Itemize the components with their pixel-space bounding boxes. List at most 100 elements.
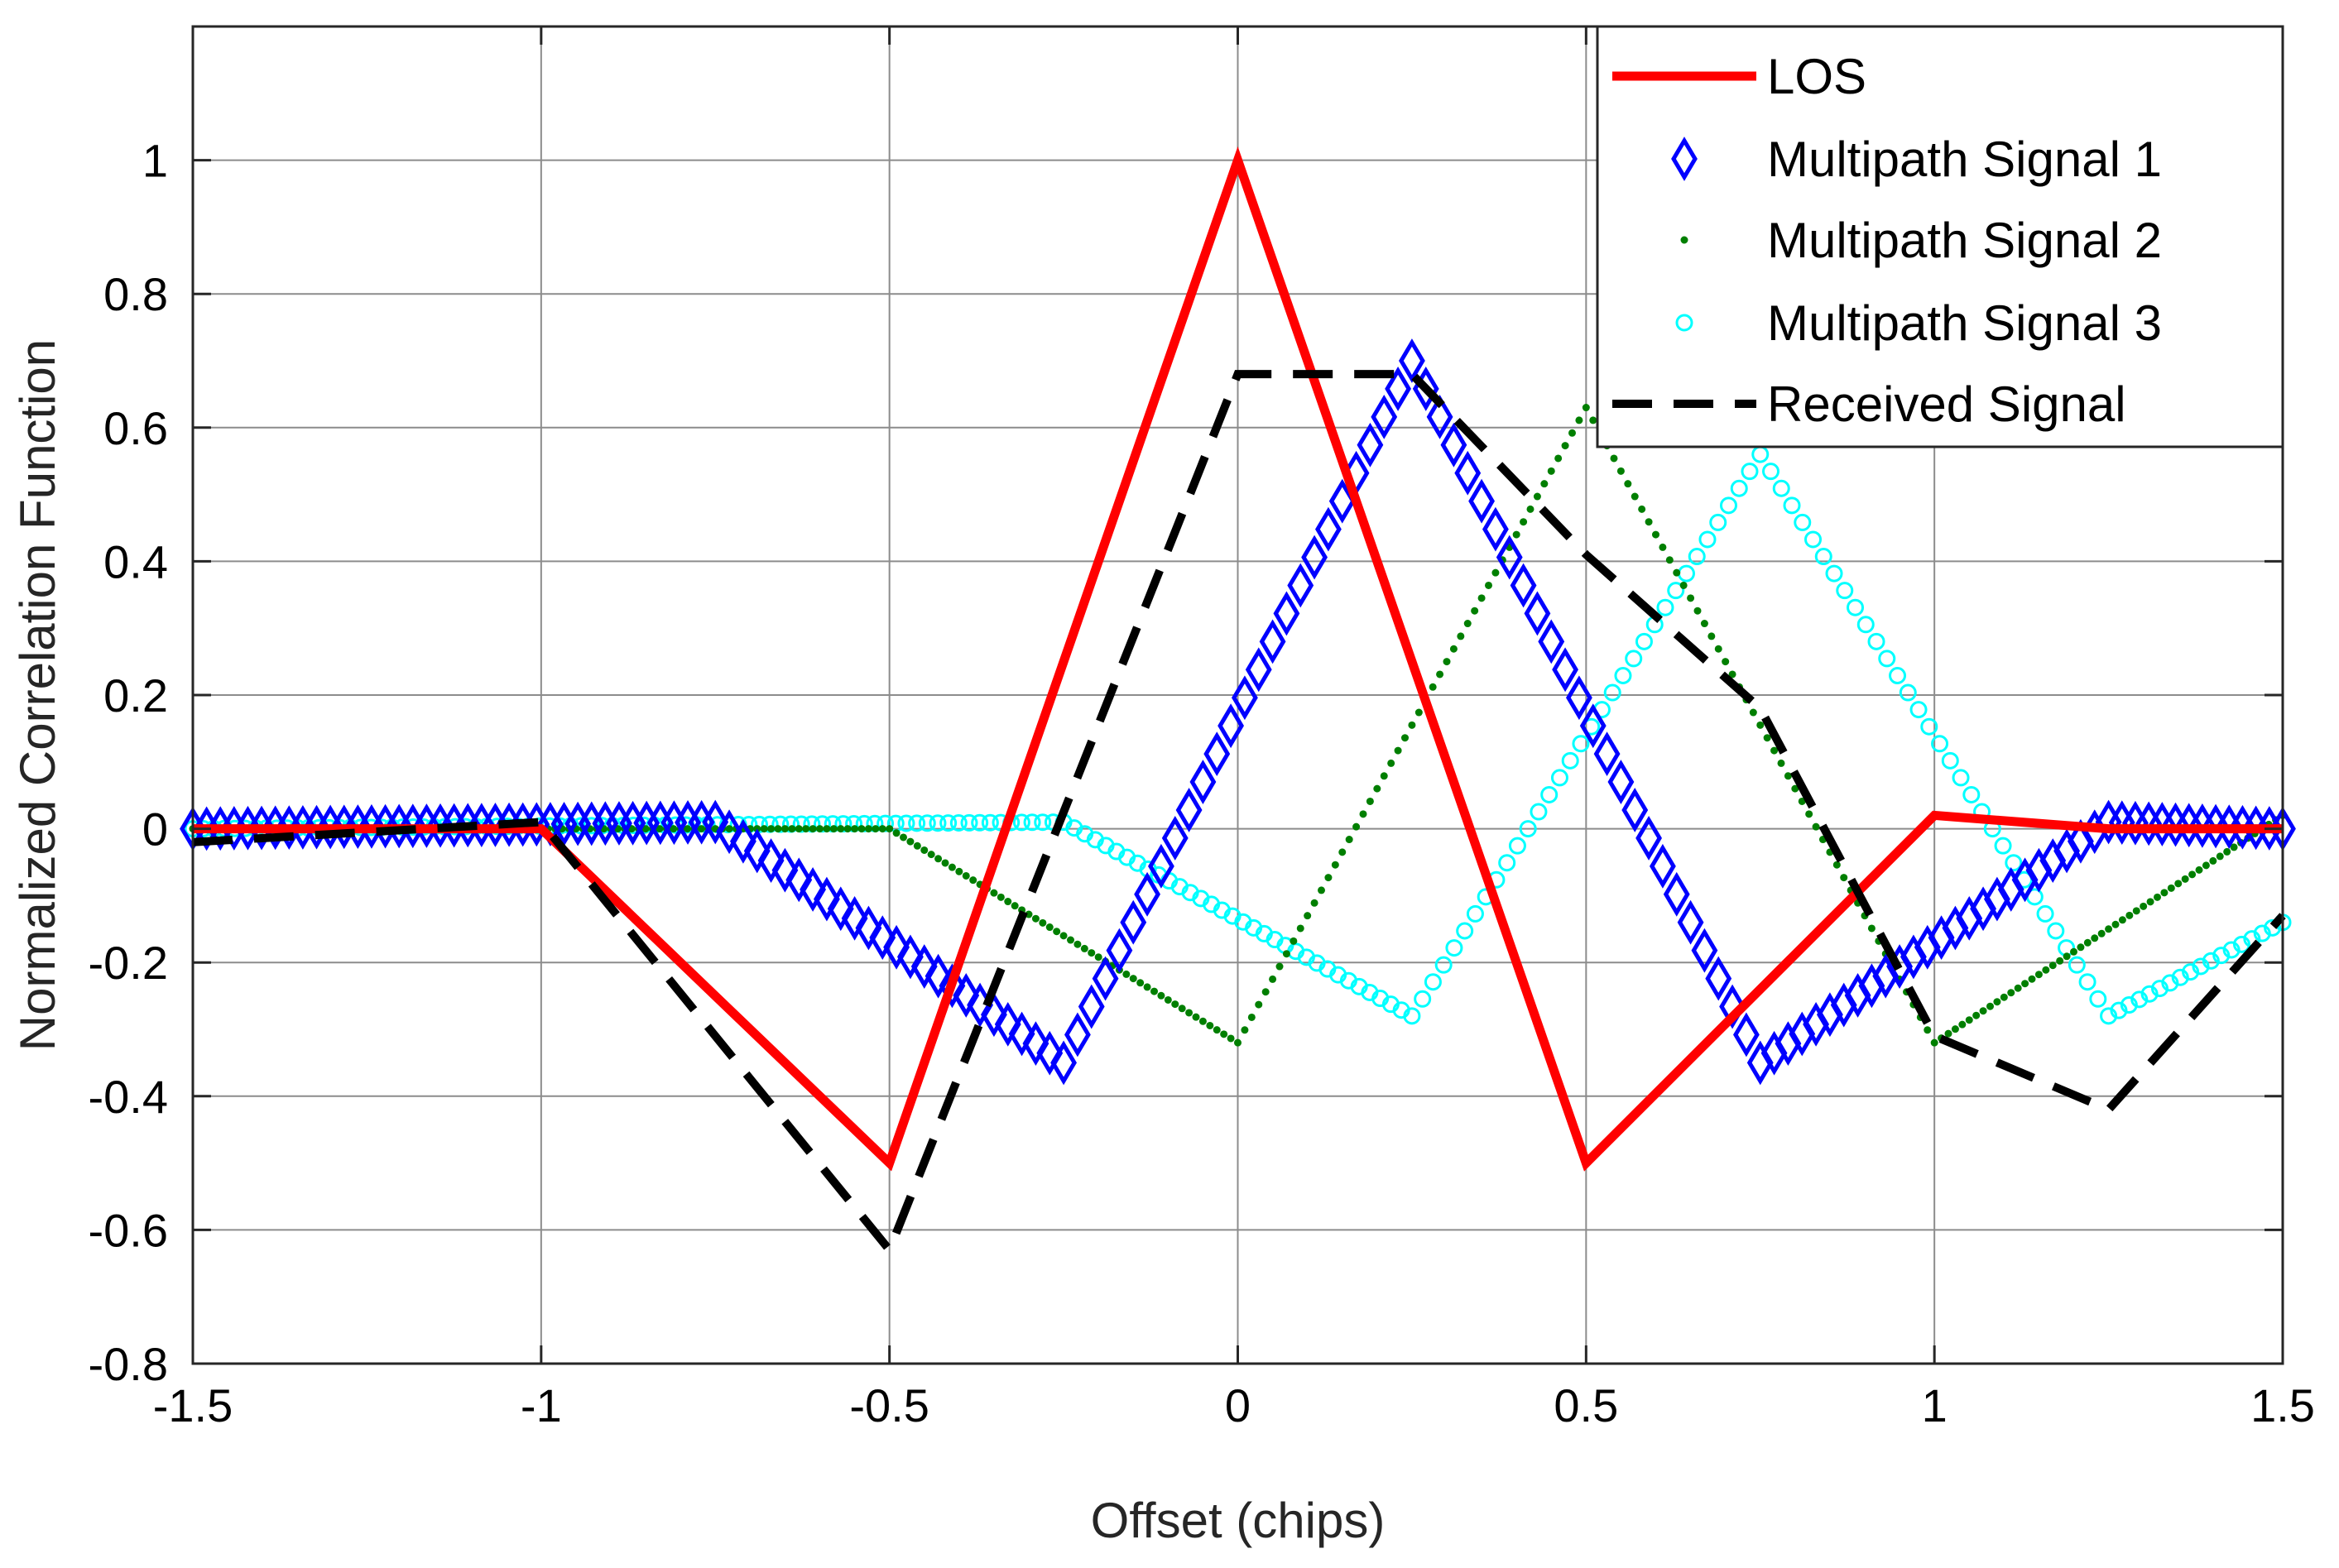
marker-multipath-signal-2 [1338, 848, 1347, 856]
marker-multipath-signal-3 [2120, 996, 2138, 1014]
marker-multipath-signal-3 [2150, 980, 2168, 998]
marker-multipath-signal-1 [925, 953, 952, 999]
marker-multipath-signal-1 [855, 905, 882, 951]
marker-multipath-signal-2 [1004, 898, 1012, 906]
marker-multipath-signal-2 [1171, 1000, 1179, 1009]
series-line-received-signal [192, 370, 2286, 1259]
marker-multipath-signal-2 [2091, 934, 2099, 942]
marker-multipath-signal-3 [1920, 717, 1938, 736]
marker-multipath-signal-3 [1847, 598, 1865, 616]
marker-multipath-signal-3 [1836, 582, 1854, 600]
x-axis-title: Offset (chips) [1091, 1493, 1386, 1548]
marker-multipath-signal-1 [994, 1001, 1021, 1047]
data-point-received-signal [1237, 374, 1238, 375]
marker-multipath-signal-2 [969, 876, 977, 885]
marker-multipath-signal-2 [656, 825, 664, 833]
marker-multipath-signal-2 [1436, 670, 1444, 679]
marker-multipath-signal-3 [2264, 918, 2282, 937]
marker-multipath-signal-1 [771, 847, 799, 893]
marker-multipath-signal-2 [837, 825, 845, 833]
marker-multipath-signal-3 [1814, 548, 1832, 566]
marker-multipath-signal-3 [2171, 968, 2189, 986]
marker-multipath-signal-2 [1213, 1026, 1221, 1034]
marker-multipath-signal-2 [1756, 721, 1765, 729]
marker-multipath-signal-2 [1429, 683, 1437, 691]
legend-box [1596, 25, 2284, 448]
marker-multipath-signal-2 [843, 825, 852, 833]
marker-multipath-signal-2 [2140, 902, 2148, 910]
marker-multipath-signal-3 [1804, 530, 1823, 549]
marker-multipath-signal-2 [1749, 708, 1757, 717]
marker-multipath-signal-3 [1572, 735, 1590, 753]
x-tick-label: -1.5 [153, 1379, 233, 1431]
marker-multipath-signal-1 [1510, 563, 1537, 608]
marker-multipath-signal-1 [897, 934, 924, 980]
marker-multipath-signal-2 [878, 825, 886, 833]
marker-multipath-signal-2 [1192, 1013, 1200, 1021]
marker-multipath-signal-1 [1454, 450, 1482, 496]
marker-multipath-signal-3 [1614, 666, 1632, 684]
marker-multipath-signal-3 [1445, 939, 1463, 957]
marker-multipath-signal-2 [1791, 784, 1799, 793]
marker-multipath-signal-2 [886, 825, 894, 833]
marker-multipath-signal-2 [1045, 923, 1054, 932]
marker-multipath-signal-2 [1832, 861, 1841, 869]
marker-multipath-signal-2 [1770, 746, 1779, 755]
marker-multipath-signal-2 [2007, 989, 2015, 997]
marker-multipath-signal-2 [1638, 505, 1646, 513]
marker-multipath-signal-2 [1951, 1025, 1959, 1033]
y-tick-label: 0.8 [103, 268, 168, 320]
marker-multipath-signal-3 [1994, 837, 2012, 855]
marker-multipath-signal-3 [1867, 632, 1885, 650]
marker-multipath-signal-3 [1909, 701, 1928, 719]
y-tick-label: 0.6 [103, 402, 168, 454]
marker-multipath-signal-1 [841, 895, 868, 941]
marker-multipath-signal-2 [1512, 530, 1520, 539]
marker-multipath-signal-2 [1129, 975, 1137, 983]
marker-multipath-signal-3 [1794, 513, 1812, 531]
marker-multipath-signal-3 [1540, 785, 1559, 803]
marker-multipath-signal-2 [1693, 607, 1702, 615]
marker-multipath-signal-2 [1296, 924, 1304, 933]
marker-multipath-signal-1 [1650, 843, 1676, 889]
x-tick-label: 1.5 [2250, 1379, 2315, 1431]
marker-multipath-signal-3 [1530, 803, 1548, 821]
marker-multipath-signal-2 [1798, 797, 1806, 805]
marker-multipath-signal-3 [1561, 751, 1579, 770]
marker-multipath-signal-2 [2223, 847, 2231, 856]
x-tick-label: 0 [1225, 1379, 1251, 1431]
marker-multipath-signal-3 [2130, 990, 2149, 1009]
marker-multipath-signal-2 [1547, 467, 1555, 475]
marker-multipath-signal-2 [795, 825, 803, 833]
marker-multipath-signal-2 [1707, 632, 1716, 640]
marker-multipath-signal-2 [1088, 949, 1096, 957]
marker-multipath-signal-3 [1012, 813, 1030, 832]
marker-multipath-signal-2 [1011, 902, 1019, 910]
marker-multipath-signal-2 [1491, 568, 1500, 577]
marker-multipath-signal-1 [883, 924, 910, 970]
marker-multipath-signal-2 [1331, 861, 1339, 869]
marker-multipath-signal-3 [1899, 683, 1917, 702]
marker-multipath-signal-2 [1582, 404, 1590, 412]
marker-multipath-signal-1 [785, 857, 813, 903]
marker-multipath-signal-2 [1631, 492, 1639, 501]
y-tick-label: -0.6 [89, 1204, 169, 1256]
marker-multipath-signal-2 [774, 825, 782, 833]
legend-swatch-multipath-signal-2 [1680, 236, 1688, 244]
marker-multipath-signal-1 [1426, 394, 1453, 439]
marker-multipath-signal-3 [897, 814, 915, 832]
marker-multipath-signal-1 [981, 992, 1007, 1038]
marker-multipath-signal-2 [1136, 979, 1145, 987]
marker-multipath-signal-1 [1538, 619, 1565, 664]
marker-multipath-signal-1 [1245, 647, 1272, 693]
marker-multipath-signal-3 [2036, 904, 2054, 923]
marker-multipath-signal-1 [1482, 506, 1509, 552]
marker-multipath-signal-2 [1304, 912, 1312, 920]
marker-multipath-signal-2 [1282, 950, 1290, 958]
marker-multipath-signal-2 [1414, 708, 1423, 717]
marker-multipath-signal-2 [1471, 607, 1479, 615]
marker-multipath-signal-3 [981, 813, 999, 832]
marker-multipath-signal-2 [2160, 889, 2168, 897]
marker-multipath-signal-2 [1366, 797, 1374, 805]
marker-multipath-signal-2 [2070, 947, 2077, 956]
